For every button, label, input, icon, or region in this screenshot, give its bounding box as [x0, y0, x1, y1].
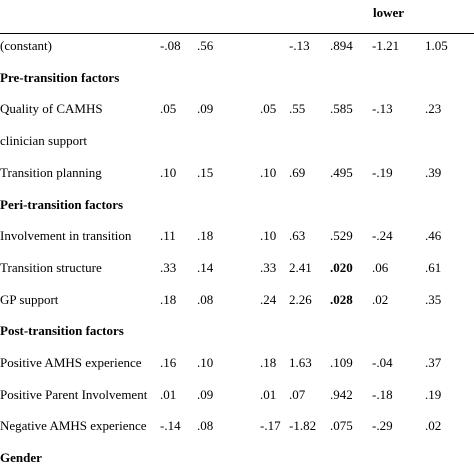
cell: .529 [330, 228, 353, 244]
cell: .02 [372, 291, 389, 307]
cell: .02 [425, 418, 442, 434]
cell: .23 [425, 101, 442, 117]
cell: .01 [160, 386, 177, 402]
row-label: Involvement in transition [0, 228, 132, 244]
data-row: Involvement in transition .11 .18 .10 .63 .52… [0, 220, 474, 252]
cell: .61 [425, 259, 442, 275]
cell: .05 [160, 101, 177, 117]
row-label: Transition structure [0, 259, 102, 275]
section-row: Peri-transition factors [0, 189, 474, 221]
table: (constant) -.08 .56 -.13 .894 -1.21 1.05 Pre-tr… [0, 30, 474, 474]
row-label: Positive Parent Involvement [0, 386, 148, 402]
cell: .19 [425, 386, 442, 402]
cell: .24 [260, 291, 277, 307]
cell: .06 [372, 259, 389, 275]
cell: .37 [425, 355, 442, 371]
cell: 1.63 [289, 355, 312, 371]
cell: .10 [197, 355, 214, 371]
data-row: Transition structure .33 .14 .33 2.41 .020 .06… [0, 252, 474, 284]
cell: .075 [330, 418, 353, 434]
cell: .09 [197, 101, 214, 117]
data-row: (constant) -.08 .56 -.13 .894 -1.21 1.05 [0, 30, 474, 62]
cell: .55 [289, 101, 306, 117]
section-label: Gender [0, 450, 42, 466]
row-label: Negative AMHS experience [0, 418, 147, 434]
cell: .07 [289, 386, 306, 402]
cell: .08 [197, 418, 214, 434]
cell: .08 [197, 291, 214, 307]
cell: .18 [197, 228, 214, 244]
cell: .63 [289, 228, 306, 244]
cell: -.19 [372, 164, 393, 180]
row-label: GP support [0, 291, 59, 307]
cell: .894 [330, 38, 353, 53]
cell: .028 [330, 291, 353, 307]
cell: .16 [160, 355, 177, 371]
cell: -1.82 [289, 418, 317, 434]
cell: .56 [197, 38, 214, 53]
section-row: Gender [0, 442, 474, 474]
cell: .33 [160, 259, 177, 275]
cell: .09 [197, 386, 214, 402]
cell: 2.41 [289, 259, 312, 275]
cell: .10 [260, 164, 277, 180]
section-label: Pre-transition factors [0, 69, 120, 85]
column-header: lower [373, 5, 405, 20]
cell: -.14 [160, 418, 181, 434]
row-label: Quality of CAMHS clinician support [0, 101, 103, 149]
data-row: Negative AMHS experience -.14 .08 -.17 -1.82… [0, 410, 474, 442]
row-label: Positive AMHS experience [0, 355, 142, 371]
cell: .69 [289, 164, 306, 180]
header-rule [0, 33, 474, 34]
cell: .39 [425, 164, 442, 180]
data-row: Quality of CAMHS clinician support .05 .09… [0, 93, 474, 156]
section-row: Pre-transition factors [0, 62, 474, 94]
cell: .46 [425, 228, 442, 244]
cell: -.29 [372, 418, 393, 434]
cell: .585 [330, 101, 353, 117]
cell: -1.21 [372, 38, 400, 53]
cell: -.13 [372, 101, 393, 117]
cell: 2.26 [289, 291, 312, 307]
cell: .35 [425, 291, 442, 307]
cell: -.13 [289, 38, 310, 53]
section-label: Peri-transition factors [0, 196, 124, 212]
cell: -.18 [372, 386, 393, 402]
cell: .14 [197, 259, 214, 275]
data-row: GP support .18 .08 .24 2.26 .028 .02 .35 [0, 284, 474, 316]
cell: .33 [260, 259, 277, 275]
cell: .495 [330, 164, 353, 180]
cell: .11 [160, 228, 176, 244]
data-row: Transition planning .10 .15 .10 .69 .495 -.19.… [0, 157, 474, 189]
cell: .109 [330, 355, 353, 371]
data-row: Positive AMHS experience .16 .10 .18 1.63 .10… [0, 347, 474, 379]
row-label: Transition planning [0, 164, 102, 180]
section-label: Post-transition factors [0, 323, 124, 339]
row-label: (constant) [0, 38, 52, 53]
cell: .10 [160, 164, 177, 180]
cell: .942 [330, 386, 353, 402]
cell: -.24 [372, 228, 393, 244]
data-row: Positive Parent Involvement .01 .09 .01 .07.… [0, 379, 474, 411]
cell: .10 [260, 228, 277, 244]
cell: -.17 [260, 418, 281, 434]
cell: .18 [160, 291, 177, 307]
cell: .18 [260, 355, 277, 371]
cell: -.08 [160, 38, 181, 53]
cell: -.04 [372, 355, 393, 371]
cell: .020 [330, 259, 353, 275]
cell: .05 [260, 101, 277, 117]
cell: .15 [197, 164, 214, 180]
cell: 1.05 [425, 38, 448, 53]
cell: .01 [260, 386, 277, 402]
section-row: Post-transition factors [0, 315, 474, 347]
